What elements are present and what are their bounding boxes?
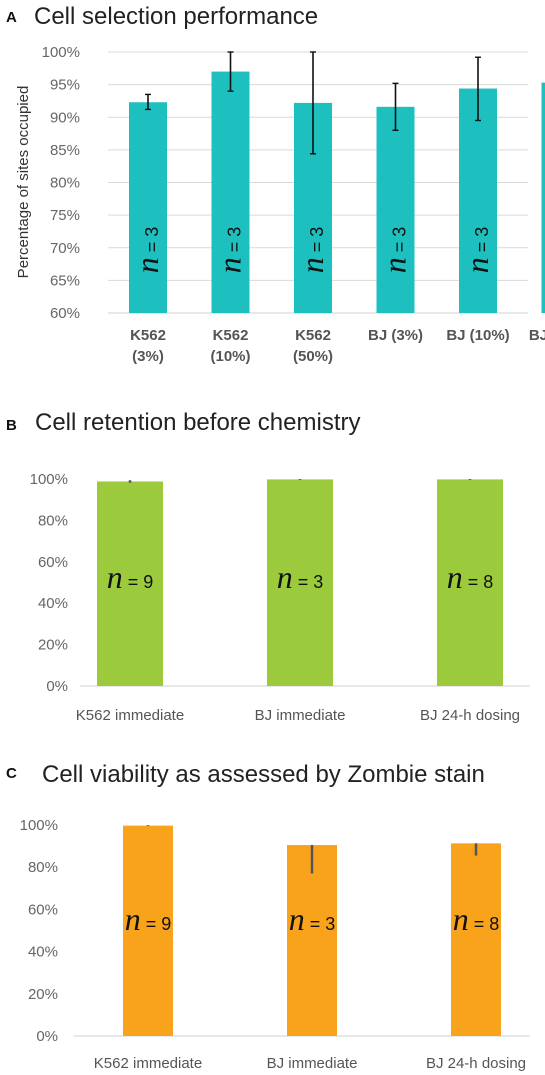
- y-tick-label: 100%: [42, 44, 80, 61]
- y-tick-label: 0%: [46, 678, 68, 695]
- x-category-label: K562: [130, 327, 166, 344]
- n-label: n = 3: [277, 559, 324, 595]
- y-tick-label: 80%: [50, 175, 80, 192]
- y-tick-label: 40%: [38, 595, 68, 612]
- n-label: n = 3: [377, 227, 413, 274]
- y-tick-label: 80%: [28, 859, 58, 876]
- panel-letter: C: [6, 765, 17, 782]
- bar: [97, 481, 163, 686]
- y-tick-label: 60%: [38, 554, 68, 571]
- x-category-label: K562: [295, 327, 331, 344]
- y-tick-label: 70%: [50, 240, 80, 257]
- n-label: n = 3: [289, 901, 336, 937]
- y-tick-label: 60%: [28, 901, 58, 918]
- x-category-label: BJ immediate: [267, 1055, 358, 1072]
- x-category-label: (3%): [132, 348, 164, 365]
- x-category-label: BJ (50%): [529, 327, 545, 344]
- bar: [267, 479, 333, 686]
- x-category-label: K562 immediate: [94, 1055, 202, 1072]
- chart-panel-b: B Cell retention before chemistry 0% 20% 40%…: [6, 409, 530, 724]
- panel-letter: B: [6, 417, 17, 434]
- chart-title: Cell selection performance: [34, 3, 318, 30]
- x-category-label: BJ (3%): [368, 327, 423, 344]
- n-label: n = 9: [125, 901, 172, 937]
- bar: [459, 88, 497, 313]
- y-tick-label: 100%: [20, 817, 58, 834]
- y-tick-label: 60%: [50, 305, 80, 322]
- x-category-label: BJ 24-h dosing: [420, 707, 520, 724]
- y-tick-label: 85%: [50, 142, 80, 159]
- chart-title: Cell viability as assessed by Zombie sta…: [42, 761, 485, 788]
- chart-title: Cell retention before chemistry: [35, 409, 360, 436]
- n-label: n = 3: [294, 227, 330, 274]
- n-label: n = 5: [542, 227, 545, 274]
- bar: [211, 71, 250, 313]
- chart-panel-a: A Cell selection performance 60% 65% 70% 75% 8…: [6, 3, 545, 365]
- bar: [451, 843, 501, 1036]
- x-category-label: BJ immediate: [255, 707, 346, 724]
- bar: [129, 102, 167, 314]
- x-category-label: (50%): [293, 348, 333, 365]
- n-label: n = 9: [107, 559, 154, 595]
- y-axis-label: Percentage of sites occupied: [15, 86, 32, 279]
- bar: [287, 845, 337, 1036]
- n-label: n = 3: [459, 227, 495, 274]
- y-tick-label: 75%: [50, 207, 80, 224]
- x-category-label: BJ (10%): [446, 327, 509, 344]
- panel-letter: A: [6, 9, 17, 26]
- y-tick-label: 0%: [36, 1028, 58, 1045]
- x-category-label: K562: [213, 327, 249, 344]
- y-tick-label: 65%: [50, 272, 80, 289]
- bar: [123, 825, 173, 1036]
- y-tick-label: 100%: [30, 471, 68, 488]
- y-tick-label: 20%: [38, 637, 68, 654]
- x-category-label: (10%): [210, 348, 250, 365]
- n-label: n = 3: [129, 227, 165, 274]
- y-tick-label: 20%: [28, 986, 58, 1003]
- n-label: n = 8: [453, 901, 500, 937]
- bar: [541, 82, 545, 313]
- x-category-label: K562 immediate: [76, 707, 184, 724]
- y-tick-label: 95%: [50, 77, 80, 94]
- y-tick-label: 80%: [38, 512, 68, 529]
- y-tick-label: 90%: [50, 109, 80, 126]
- x-category-label: BJ 24-h dosing: [426, 1055, 526, 1072]
- n-label: n = 3: [212, 227, 248, 274]
- bar: [376, 106, 415, 313]
- y-tick-label: 40%: [28, 944, 58, 961]
- n-label: n = 8: [447, 559, 494, 595]
- chart-panel-c: C Cell viability as assessed by Zombie st…: [6, 761, 530, 1072]
- bar: [437, 479, 503, 686]
